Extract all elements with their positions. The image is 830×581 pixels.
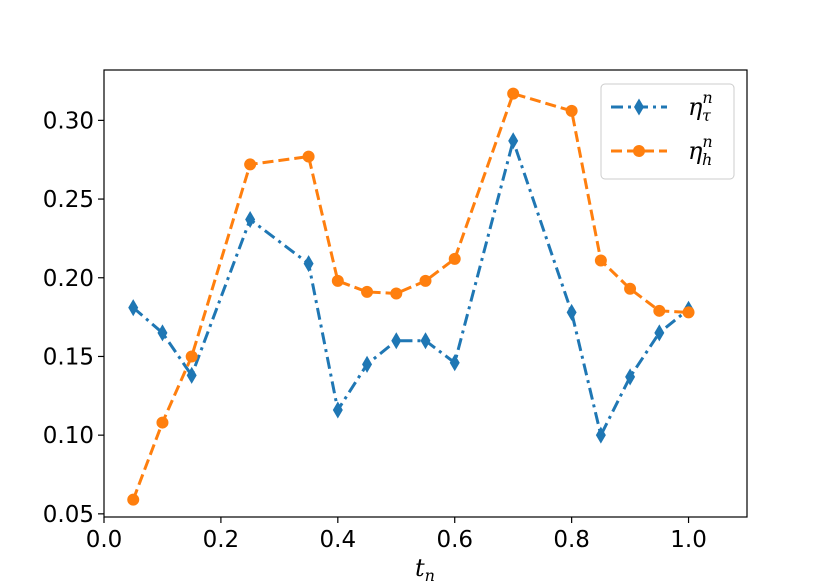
- diamond-marker: [449, 354, 460, 372]
- x-tick-label: 0.8: [553, 527, 590, 553]
- circle-marker: [448, 252, 461, 265]
- circle-marker: [361, 285, 374, 298]
- legend: ηn τ ηn h: [600, 83, 735, 180]
- y-tick-label: 0.25: [43, 187, 94, 213]
- legend-label: ηn h: [688, 132, 713, 169]
- series-layer: [127, 87, 695, 506]
- legend-entries: ηn τ ηn h: [611, 88, 713, 169]
- diamond-marker: [625, 368, 636, 386]
- diamond-marker: [128, 299, 139, 317]
- diamond-marker: [157, 324, 168, 342]
- x-axis: 0.0 0.2 0.4 0.6 0.8 1.0: [86, 517, 707, 553]
- y-tick-label: 0.10: [43, 423, 94, 449]
- series-1: [128, 132, 694, 444]
- circle-marker: [419, 274, 432, 287]
- circle-marker: [390, 287, 403, 300]
- circle-marker: [682, 306, 695, 319]
- series-line: [132, 139, 690, 437]
- x-tick-label: 0.6: [436, 527, 473, 553]
- diamond-marker: [595, 426, 606, 444]
- diamond-marker: [634, 98, 644, 116]
- circle-marker: [633, 145, 645, 157]
- diamond-marker: [362, 355, 373, 373]
- legend-label: ηn τ: [688, 88, 713, 125]
- y-axis: 0.05 0.10 0.15 0.20 0.25 0.30: [43, 108, 104, 528]
- legend-frame: [600, 83, 735, 180]
- circle-marker: [302, 150, 315, 163]
- circle-marker: [185, 350, 198, 363]
- series-line: [131, 92, 689, 501]
- plot-frame: [103, 69, 748, 518]
- diamond-marker: [245, 210, 256, 229]
- y-tick-label: 0.05: [43, 502, 94, 528]
- circle-marker: [507, 87, 520, 100]
- y-tick-label: 0.15: [43, 344, 94, 370]
- circle-marker: [594, 254, 607, 267]
- y-tick-label: 0.20: [43, 266, 94, 292]
- legend-entry: ηn h: [611, 132, 713, 169]
- x-tick-label: 1.0: [670, 527, 707, 553]
- diamond-marker: [420, 332, 431, 350]
- series-2: [127, 87, 695, 506]
- diamond-marker: [654, 324, 665, 342]
- diamond-marker: [391, 332, 402, 350]
- circle-marker: [127, 493, 140, 506]
- diamond-marker: [332, 401, 343, 419]
- diamond-marker: [186, 366, 197, 384]
- legend-entry: ηn τ: [611, 88, 713, 125]
- circle-marker: [331, 274, 344, 287]
- diamond-marker: [508, 132, 519, 150]
- x-tick-label: 0.0: [86, 527, 123, 553]
- circle-marker: [624, 282, 637, 295]
- circle-marker: [156, 416, 169, 429]
- diamond-marker: [303, 255, 314, 273]
- circle-marker: [565, 104, 578, 117]
- y-tick-label: 0.30: [43, 108, 94, 134]
- circle-marker: [244, 158, 257, 171]
- x-axis-label: tn: [415, 554, 435, 581]
- x-tick-label: 0.2: [203, 527, 240, 553]
- circle-marker: [653, 304, 666, 317]
- x-tick-label: 0.4: [320, 527, 357, 553]
- diamond-marker: [566, 303, 577, 321]
